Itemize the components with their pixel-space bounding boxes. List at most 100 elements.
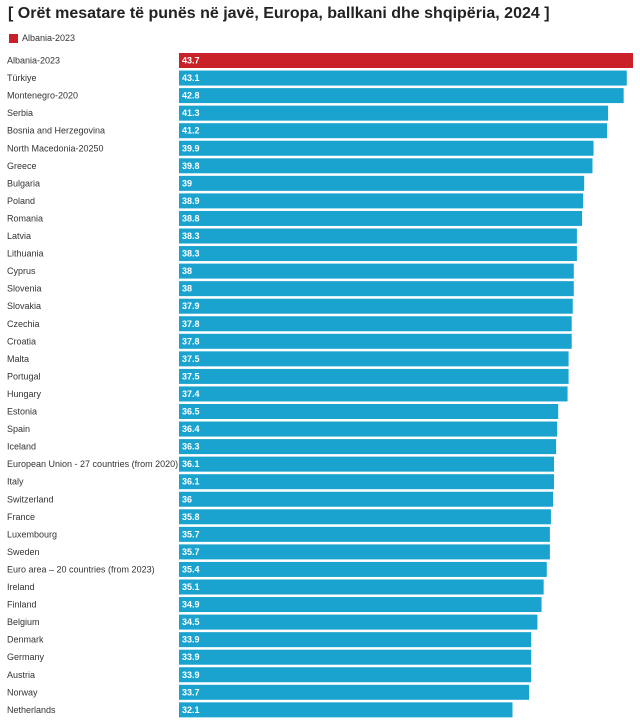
category-label: Greece xyxy=(7,161,37,171)
bar xyxy=(179,333,572,349)
category-label: Italy xyxy=(7,477,24,487)
bar-value-label: 35.7 xyxy=(182,529,200,539)
category-label: Cyprus xyxy=(7,266,36,276)
bar-value-label: 33.9 xyxy=(182,635,200,645)
bar-value-label: 41.2 xyxy=(182,126,200,136)
chart-title: [ Orët mesatare të punës në javë, Europa… xyxy=(8,5,550,22)
bar xyxy=(179,263,574,279)
bar xyxy=(179,456,555,472)
bar xyxy=(179,193,584,209)
bar xyxy=(179,105,609,121)
bar-value-label: 34.5 xyxy=(182,617,200,627)
bar xyxy=(179,597,542,613)
bar xyxy=(179,632,532,648)
bar-value-label: 37.9 xyxy=(182,301,200,311)
bar-value-label: 37.4 xyxy=(182,389,200,399)
category-label: Malta xyxy=(7,354,29,364)
bar xyxy=(179,561,547,577)
bar xyxy=(179,667,532,683)
bar xyxy=(179,509,551,525)
bar-value-label: 42.8 xyxy=(182,91,200,101)
category-label: Switzerland xyxy=(7,494,54,504)
category-label: Bosnia and Herzegovina xyxy=(7,126,105,136)
bar-value-label: 41.3 xyxy=(182,108,200,118)
category-label: Lithuania xyxy=(7,249,44,259)
category-label: Sweden xyxy=(7,547,40,557)
bar-value-label: 37.5 xyxy=(182,371,200,381)
category-label: France xyxy=(7,512,35,522)
category-label: Bulgaria xyxy=(7,178,40,188)
category-label: Estonia xyxy=(7,407,37,417)
bar-value-label: 33.9 xyxy=(182,670,200,680)
bar xyxy=(179,140,594,156)
bar xyxy=(179,175,585,191)
bar-value-label: 36.3 xyxy=(182,442,200,452)
bar xyxy=(179,421,558,437)
category-label: Croatia xyxy=(7,336,36,346)
bar-value-label: 39 xyxy=(182,178,192,188)
bar-value-label: 39.8 xyxy=(182,161,200,171)
bar xyxy=(179,351,569,367)
bar xyxy=(179,649,532,665)
bar-value-label: 35.1 xyxy=(182,582,200,592)
bar xyxy=(179,246,577,262)
bar-value-label: 38.9 xyxy=(182,196,200,206)
bar-value-label: 43.7 xyxy=(182,56,200,66)
bar-value-label: 38.8 xyxy=(182,213,200,223)
category-label: Iceland xyxy=(7,442,36,452)
bar-value-label: 36 xyxy=(182,494,192,504)
category-label: Belgium xyxy=(7,617,40,627)
category-label: Austria xyxy=(7,670,35,680)
category-label: Hungary xyxy=(7,389,42,399)
category-label: Spain xyxy=(7,424,30,434)
bar xyxy=(179,404,559,419)
bar-value-label: 36.5 xyxy=(182,407,200,417)
bar-value-label: 38 xyxy=(182,266,192,276)
category-label: Serbia xyxy=(7,108,33,118)
bar xyxy=(179,70,627,86)
category-label: Portugal xyxy=(7,371,41,381)
category-label: Montenegro-2020 xyxy=(7,91,78,101)
bar-value-label: 43.1 xyxy=(182,73,200,83)
category-label: Türkiye xyxy=(7,73,37,83)
bar xyxy=(179,53,633,68)
bar-value-label: 33.7 xyxy=(182,687,200,697)
bar-value-label: 36.4 xyxy=(182,424,200,434)
bar-value-label: 38.3 xyxy=(182,249,200,259)
bar xyxy=(179,474,555,490)
category-label: Ireland xyxy=(7,582,35,592)
bar xyxy=(179,281,574,297)
category-label: Netherlands xyxy=(7,705,56,715)
bar-value-label: 36.1 xyxy=(182,477,200,487)
category-label: Czechia xyxy=(7,319,40,329)
category-label: Latvia xyxy=(7,231,31,241)
bar xyxy=(179,702,513,718)
category-label: Finland xyxy=(7,600,37,610)
bar-value-label: 37.5 xyxy=(182,354,200,364)
bar xyxy=(179,368,569,384)
category-label: Luxembourg xyxy=(7,529,57,539)
category-label: Albania-2023 xyxy=(7,56,60,66)
category-label: Euro area – 20 countries (from 2023) xyxy=(7,564,155,574)
bar-value-label: 35.7 xyxy=(182,547,200,557)
bar xyxy=(179,316,572,332)
category-label: Slovakia xyxy=(7,301,41,311)
category-label: Slovenia xyxy=(7,284,42,294)
bar xyxy=(179,88,624,104)
bar-value-label: 36.1 xyxy=(182,459,200,469)
bar-value-label: 37.8 xyxy=(182,336,200,346)
legend-swatch xyxy=(9,33,18,43)
category-label: Romania xyxy=(7,213,43,223)
legend: Albania-2023 xyxy=(9,33,75,43)
bar xyxy=(179,298,573,314)
bar-value-label: 39.9 xyxy=(182,143,200,153)
category-label: Poland xyxy=(7,196,35,206)
bar xyxy=(179,614,538,630)
bar xyxy=(179,158,593,174)
bar xyxy=(179,491,554,507)
legend-label: Albania-2023 xyxy=(22,33,76,43)
bar xyxy=(179,579,544,595)
category-label: European Union - 27 countries (from 2020… xyxy=(7,459,178,469)
bar-value-label: 32.1 xyxy=(182,705,200,715)
bar xyxy=(179,526,550,542)
